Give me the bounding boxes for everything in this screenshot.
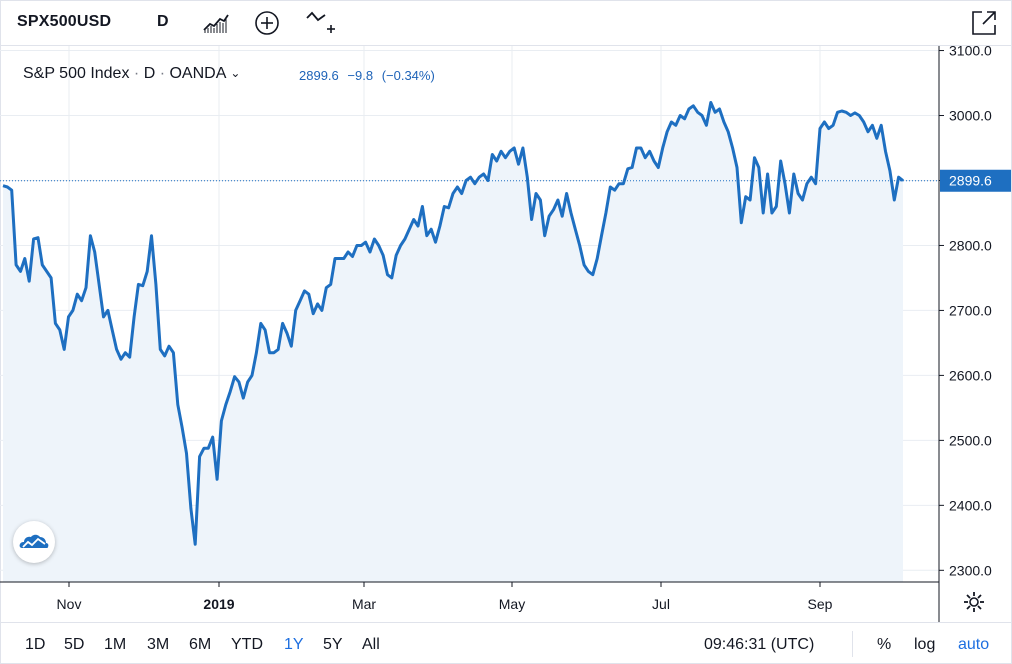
chevron-down-icon[interactable]: ⌄ — [230, 66, 241, 80]
price-axis-label: 2500.0 — [949, 432, 992, 448]
last-price-label: 2899.6 — [949, 173, 992, 189]
interval-button[interactable]: D — [157, 13, 169, 30]
auto-scale-toggle[interactable]: auto — [958, 636, 990, 653]
bottom-toolbar: 1D 5D 1M 3M 6M YTD 1Y 5Y All 09:46:31 (U… — [0, 622, 1012, 664]
legend-interval: D — [143, 65, 156, 82]
time-axis[interactable]: Nov 2019 Mar May Jul Sep — [57, 582, 833, 612]
time-axis-label: Mar — [352, 596, 376, 612]
range-all-button[interactable]: All — [362, 636, 380, 653]
price-series-line — [2, 101, 904, 546]
log-scale-toggle[interactable]: log — [914, 636, 936, 653]
price-axis-label: 2300.0 — [949, 562, 992, 578]
range-1d-button[interactable]: 1D — [25, 636, 46, 653]
range-1y-button[interactable]: 1Y — [284, 636, 304, 653]
indicators-icon[interactable] — [305, 9, 335, 37]
time-axis-label: 2019 — [203, 596, 234, 612]
divider — [852, 631, 853, 657]
top-toolbar: SPX500USD D — [0, 0, 1012, 46]
last-price-label-bg — [940, 169, 1011, 192]
percent-scale-toggle[interactable]: % — [877, 636, 892, 653]
range-6m-button[interactable]: 6M — [189, 636, 212, 653]
legend-price: 2899.6 — [299, 68, 339, 83]
legend-values: 2899.6 −9.8 (−0.34%) — [299, 68, 440, 83]
fullscreen-icon[interactable] — [970, 9, 1000, 37]
settings-gear-icon[interactable] — [962, 590, 986, 614]
price-axis-label: 3100.0 — [949, 46, 992, 59]
chart-legend[interactable]: S&P 500 Index · D · OANDA ⌄ — [23, 65, 240, 83]
legend-separator: · — [133, 65, 140, 82]
range-5d-button[interactable]: 5D — [64, 636, 85, 653]
range-1m-button[interactable]: 1M — [104, 636, 127, 653]
price-axis-label: 2600.0 — [949, 367, 992, 383]
legend-source: OANDA — [169, 65, 227, 82]
time-axis-label: Sep — [808, 596, 833, 612]
range-3m-button[interactable]: 3M — [147, 636, 170, 653]
symbol-search-button[interactable]: SPX500USD — [17, 13, 112, 30]
tradingview-logo[interactable] — [13, 521, 55, 563]
price-axis-label: 2400.0 — [949, 497, 992, 513]
time-axis-label: Jul — [652, 596, 670, 612]
price-axis[interactable]: 3100.03000.02900.02800.02700.02600.02500… — [939, 46, 992, 578]
price-axis-label: 3000.0 — [949, 108, 992, 124]
range-ytd-button[interactable]: YTD — [231, 636, 263, 653]
price-axis-label: 2800.0 — [949, 237, 992, 253]
utc-clock[interactable]: 09:46:31 (UTC) — [704, 636, 815, 653]
price-axis-label: 2700.0 — [949, 302, 992, 318]
legend-separator: · — [159, 65, 166, 82]
cloud-logo-icon — [19, 534, 49, 548]
price-chart[interactable]: 3100.03000.02900.02800.02700.02600.02500… — [0, 46, 1012, 622]
legend-change-pct: (−0.34%) — [381, 68, 435, 83]
legend-title: S&P 500 Index — [23, 65, 130, 82]
price-area-fill — [3, 102, 903, 582]
time-axis-label: May — [499, 596, 525, 612]
legend-change: −9.8 — [347, 68, 374, 83]
time-axis-label: Nov — [57, 596, 82, 612]
compare-icon[interactable] — [252, 9, 282, 37]
range-5y-button[interactable]: 5Y — [323, 636, 343, 653]
chart-style-icon[interactable] — [201, 9, 231, 37]
